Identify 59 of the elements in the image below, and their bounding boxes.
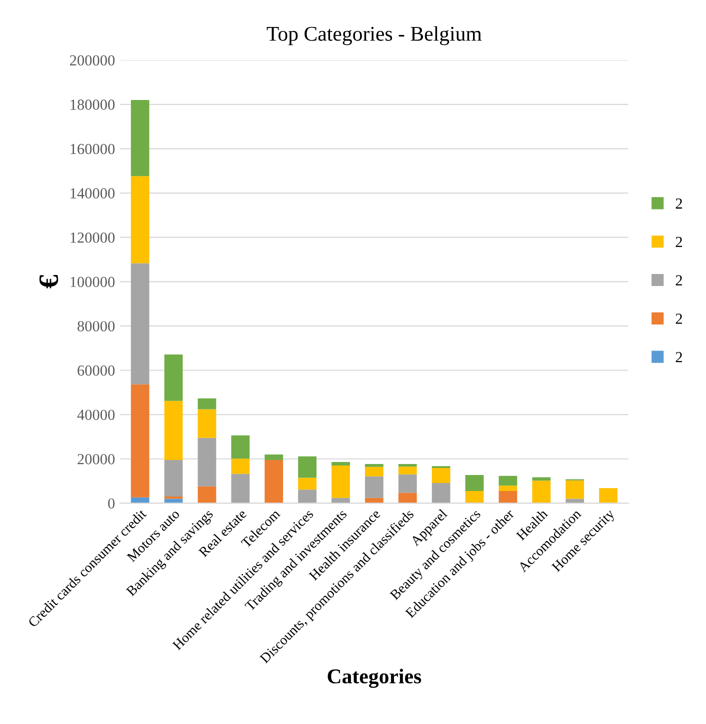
bar — [398, 492, 417, 504]
y-tick-label: 0 — [108, 498, 115, 509]
bar — [264, 454, 284, 460]
bar — [566, 480, 584, 499]
bar — [532, 480, 551, 504]
bar — [465, 475, 484, 491]
bar — [298, 456, 316, 478]
bar — [364, 464, 384, 467]
y-tick-label: 140000 — [70, 188, 115, 198]
bar — [198, 486, 216, 504]
bar — [498, 476, 518, 486]
bar — [264, 460, 284, 504]
y-tick-label: 100000 — [70, 276, 115, 288]
y-tick-label: 180000 — [70, 100, 115, 110]
bar — [130, 176, 150, 264]
chart-title: Top Categories - Belgium — [266, 26, 482, 46]
bar — [532, 477, 551, 481]
bar — [164, 354, 183, 401]
legend-label: 2 — [676, 352, 682, 362]
bar — [164, 400, 183, 460]
legend-label: 2 — [676, 314, 682, 324]
y-axis-title: € — [39, 275, 58, 288]
bar — [465, 490, 484, 504]
bar — [332, 466, 350, 498]
bar — [398, 464, 417, 467]
bar — [198, 409, 216, 438]
bar — [566, 498, 584, 504]
y-tick-label: 20000 — [78, 454, 115, 464]
bar — [231, 435, 250, 459]
legend-label: 2 — [676, 275, 682, 286]
bar — [498, 486, 518, 491]
bar — [130, 384, 150, 498]
legend-label: 2 — [676, 198, 682, 209]
bar — [164, 460, 183, 497]
bar — [498, 490, 518, 504]
x-axis-title: Categories — [328, 668, 422, 688]
bar — [298, 490, 316, 504]
y-tick-label: 60000 — [78, 365, 115, 376]
bar — [599, 488, 618, 504]
bar — [231, 458, 250, 474]
bar — [332, 462, 350, 466]
bar — [364, 476, 384, 498]
legend-label: 2 — [676, 236, 682, 247]
bar — [231, 474, 250, 504]
bar — [198, 438, 216, 486]
y-tick-label: 80000 — [78, 321, 115, 332]
bar — [130, 263, 150, 384]
bar — [198, 398, 216, 410]
bar — [298, 478, 316, 490]
bar — [432, 468, 450, 484]
y-tick-label: 40000 — [77, 410, 115, 420]
y-tick-label: 120000 — [70, 232, 115, 243]
bar — [364, 466, 384, 476]
y-tick-label: 200000 — [70, 55, 115, 66]
bar — [398, 474, 417, 493]
bar — [130, 100, 150, 176]
bar — [398, 466, 417, 474]
y-tick-label: 160000 — [70, 144, 115, 154]
bar — [432, 483, 450, 504]
